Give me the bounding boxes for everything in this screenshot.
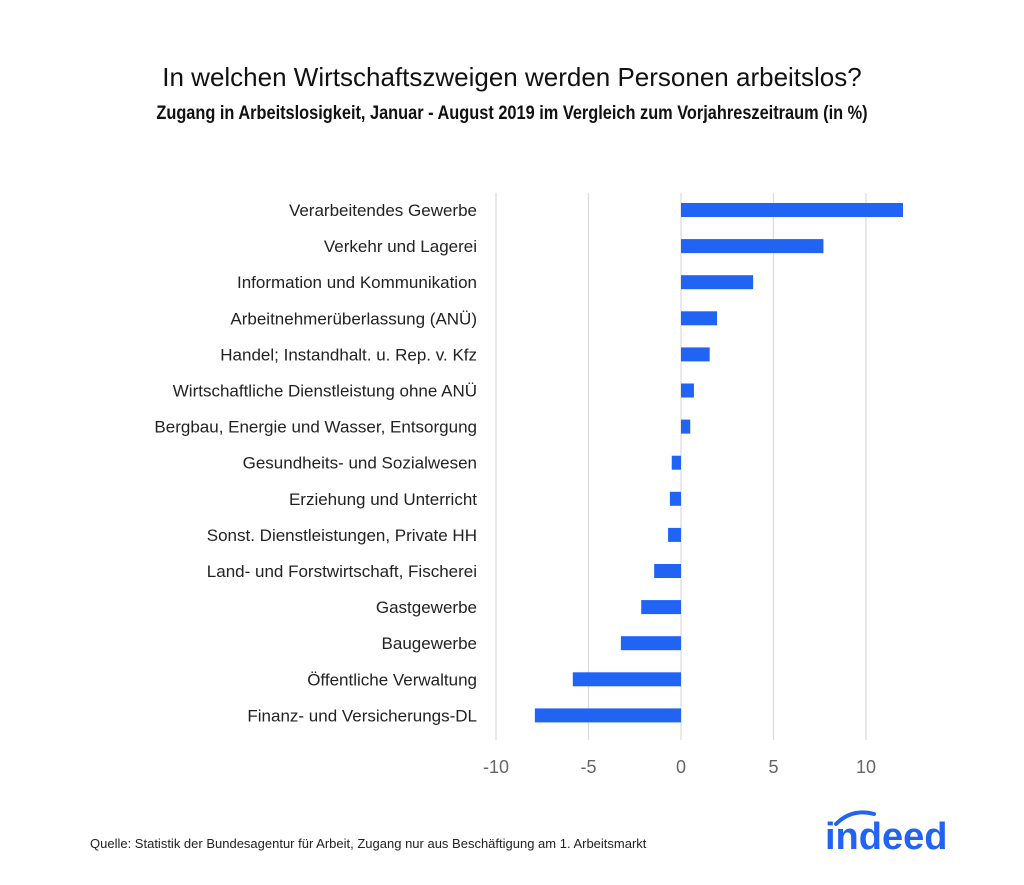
bar [620,636,681,651]
category-label: Verkehr und Lagerei [324,237,477,256]
category-label: Bergbau, Energie und Wasser, Entsorgung [154,418,477,437]
bar [681,347,710,362]
bar [534,708,681,723]
bar [671,455,681,470]
category-label: Land- und Forstwirtschaft, Fischerei [207,562,477,581]
bar-chart: -10 -5 0 5 10 Verarbeitendes Gewerbe Verkehr u… [154,193,903,777]
x-tick-label: -10 [483,757,509,777]
bar [681,383,694,398]
category-label: Öffentliche Verwaltung [307,670,477,689]
chart-subtitle: Zugang in Arbeitslosigkeit, Januar - Aug… [156,103,868,124]
category-label: Baugewerbe [382,634,477,653]
x-tick-label: 0 [676,757,686,777]
category-label: Verarbeitendes Gewerbe [289,201,477,220]
bar [669,491,681,506]
indeed-logo: indeed [825,810,947,856]
bar [668,527,681,542]
chart-title: In welchen Wirtschaftszweigen werden Per… [162,62,862,92]
category-label: Gesundheits- und Sozialwesen [243,454,477,473]
category-label: Erziehung und Unterricht [289,490,477,509]
x-tick-label: 5 [768,757,778,777]
category-label: Sonst. Dienstleistungen, Private HH [207,526,477,545]
bar [681,311,718,326]
x-tick-label: 10 [856,757,876,777]
source-note: Quelle: Statistik der Bundesagentur für … [90,836,647,851]
category-label: Information und Kommunikation [237,273,477,292]
category-label: Wirtschaftliche Dienstleistung ohne ANÜ [173,382,477,401]
bar [641,600,681,615]
category-label: Gastgewerbe [376,598,477,617]
bar [681,239,824,254]
bar [572,672,681,687]
bar [681,275,754,290]
bar [681,203,903,217]
category-label: Handel; Instandhalt. u. Rep. v. Kfz [220,345,477,364]
bar [681,419,691,434]
bar [654,564,681,578]
category-label: Arbeitnehmerüberlassung (ANÜ) [230,309,477,328]
svg-text:indeed: indeed [825,816,947,856]
category-label: Finanz- und Versicherungs-DL [247,706,477,725]
x-tick-label: -5 [580,757,596,777]
